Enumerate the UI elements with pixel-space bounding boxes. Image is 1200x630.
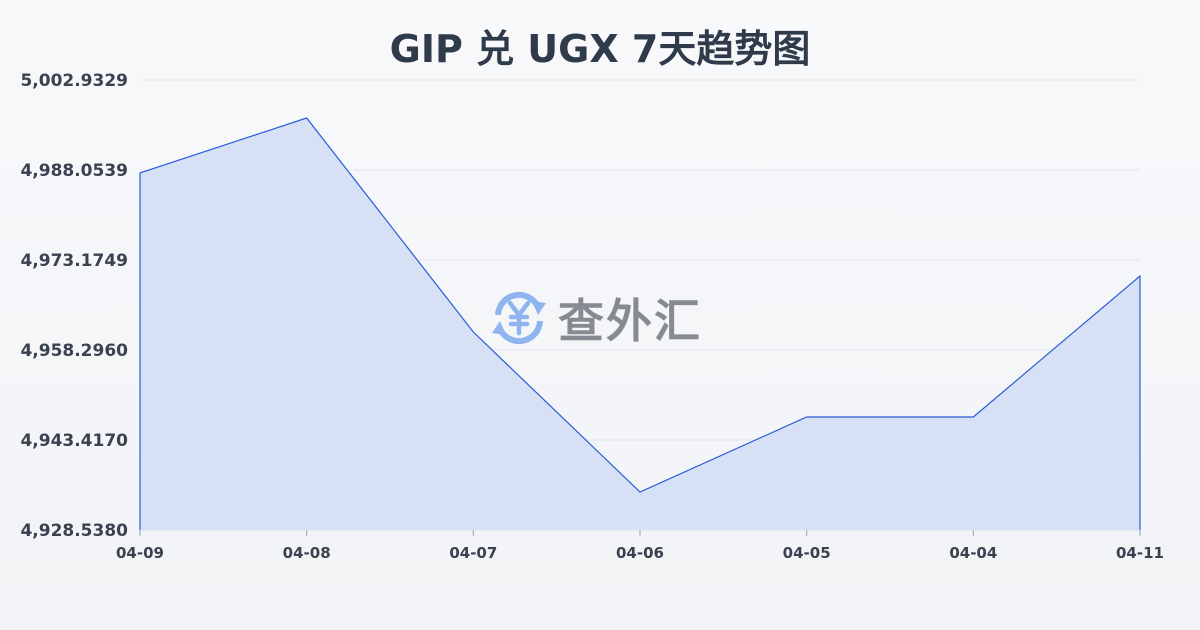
- data-point: [639, 491, 641, 493]
- data-point: [1139, 275, 1141, 277]
- data-point: [306, 117, 308, 119]
- data-point: [472, 331, 474, 333]
- watermark-text: 查外汇: [558, 294, 702, 348]
- x-tick-label: 04-11: [1116, 544, 1164, 562]
- x-tick-label: 04-08: [283, 544, 331, 562]
- data-point: [806, 416, 808, 418]
- x-tick-label: 04-04: [949, 544, 997, 562]
- x-tick-label: 04-07: [449, 544, 497, 562]
- x-tick-label: 04-06: [616, 544, 664, 562]
- y-tick-label: 4,943.4170: [20, 431, 128, 451]
- data-point: [972, 416, 974, 418]
- y-tick-label: 4,928.5380: [20, 521, 128, 541]
- watermark: 查外汇: [488, 285, 702, 351]
- y-tick-label: 5,002.9329: [20, 71, 128, 91]
- y-tick-label: 4,973.1749: [20, 251, 128, 271]
- x-tick-label: 04-09: [116, 544, 164, 562]
- y-tick-label: 4,958.2960: [20, 341, 128, 361]
- yen-exchange-icon: [492, 291, 546, 345]
- x-tick-label: 04-05: [783, 544, 831, 562]
- data-point: [139, 172, 141, 174]
- y-tick-label: 4,988.0539: [20, 161, 128, 181]
- area-fill: [140, 118, 1140, 530]
- chart-title: GIP 兑 UGX 7天趋势图: [389, 27, 811, 71]
